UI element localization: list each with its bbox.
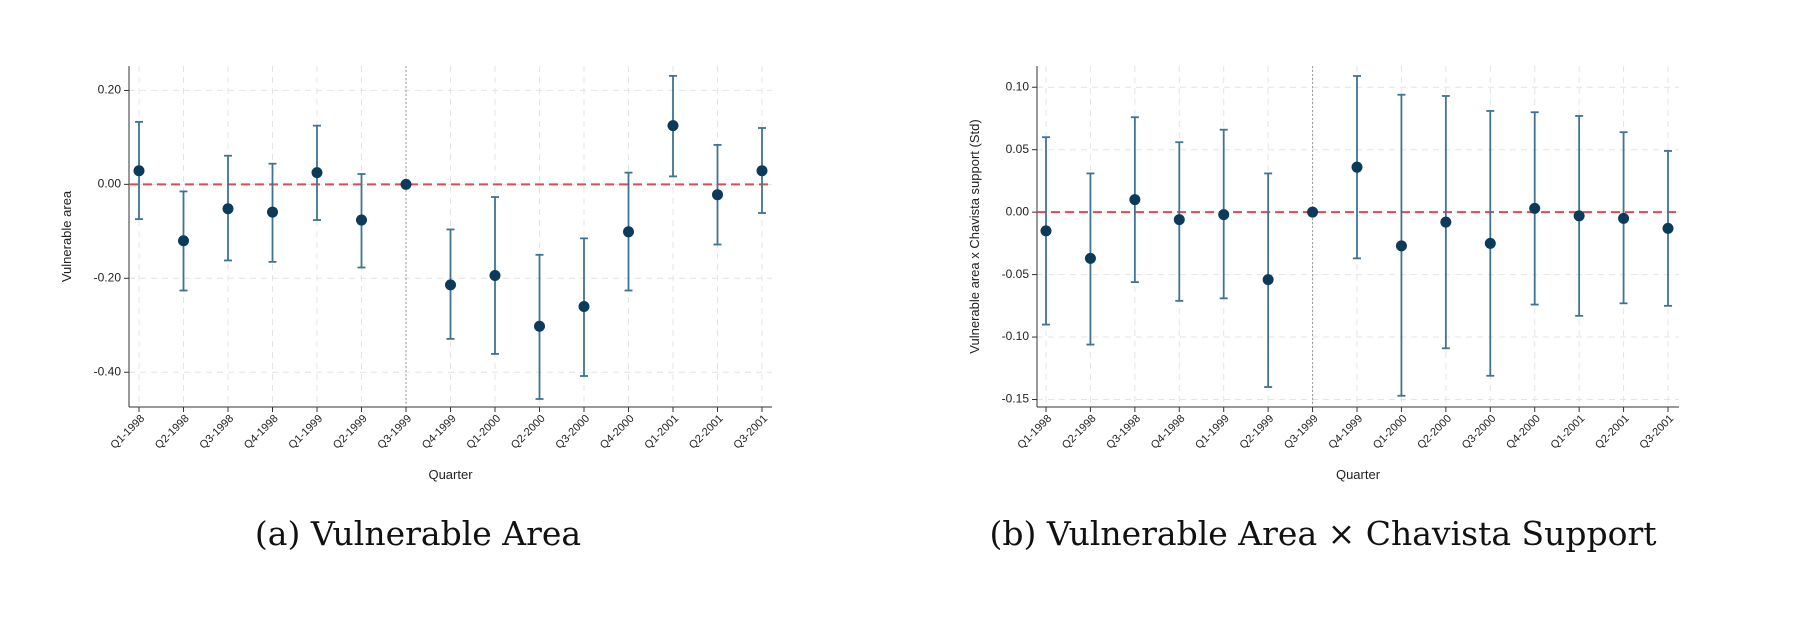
point [1084,252,1096,264]
x-tick-label: Q2-1999 [1238,413,1277,452]
x-tick-label: Q3-1998 [1104,413,1143,452]
x-tick-label: Q1-2001 [642,413,681,452]
x-tick-label: Q2-2000 [509,413,548,452]
x-tick-label: Q1-1998 [1015,413,1054,452]
point [133,165,145,177]
point [1129,194,1141,206]
point [489,269,501,281]
x-tick-label: Q1-1998 [108,413,147,452]
point [311,167,323,179]
point [578,300,590,312]
point [1173,214,1185,226]
y-axis-title: Vulnerable area x Chavista support (Std) [967,119,982,353]
point [1351,161,1363,173]
point [222,203,234,215]
y-tick-label: -0.40 [94,364,122,378]
x-tick-label: Q2-1998 [1060,413,1099,452]
point [667,120,679,132]
x-tick-label: Q4-1998 [242,413,281,452]
x-tick-label: Q3-2001 [731,413,770,452]
x-tick-label: Q4-2000 [598,413,637,452]
x-tick-label: Q1-2000 [464,413,503,452]
point [267,206,278,218]
x-tick-label: Q3-1999 [375,413,414,452]
x-tick-label: Q3-2000 [553,413,592,452]
x-tick-label: Q1-2001 [1549,413,1588,452]
y-axis-title: Vulnerable area [59,190,74,282]
x-tick-label: Q3-2001 [1637,413,1676,452]
x-tick-label: Q2-1999 [331,413,370,452]
point [534,320,545,332]
y-tick-label: 0.00 [1006,204,1030,218]
caption: (a) Vulnerable Area [255,514,581,553]
x-tick-label: Q2-2001 [1593,413,1632,452]
point [1440,216,1452,228]
y-tick-label: -0.05 [1002,267,1030,281]
point [1618,212,1630,224]
y-tick-label: 0.05 [1006,142,1030,156]
y-tick-label: 0.00 [98,177,122,191]
caption: (b) Vulnerable Area × Chavista Support [989,514,1656,553]
x-axis-title: Quarter [1336,467,1381,482]
point [1307,206,1319,218]
x-tick-label: Q2-2001 [687,413,726,452]
point [445,279,456,291]
point [1218,209,1230,221]
point [1662,222,1674,234]
y-tick-label: -0.15 [1002,392,1030,406]
y-tick-label: -0.20 [94,270,122,284]
point [1262,274,1274,286]
x-tick-label: Q2-1998 [153,413,192,452]
x-tick-label: Q3-2000 [1460,413,1499,452]
point [1395,240,1407,252]
point [178,235,189,247]
x-tick-label: Q4-1999 [1326,413,1365,452]
x-tick-label: Q4-1999 [420,413,459,452]
x-tick-label: Q3-1998 [197,413,236,452]
x-tick-label: Q3-1999 [1282,413,1321,452]
point [1573,210,1585,222]
x-tick-label: Q1-2000 [1371,413,1410,452]
point [756,165,768,177]
y-tick-label: -0.10 [1002,329,1030,343]
point [356,214,367,226]
point [1484,237,1496,249]
x-tick-label: Q2-2000 [1415,413,1454,452]
y-tick-label: 0.10 [1006,79,1030,93]
x-tick-label: Q4-2000 [1504,413,1543,452]
x-tick-label: Q1-1999 [286,413,325,452]
point [1040,225,1052,237]
x-axis-title: Quarter [428,467,473,482]
point [712,189,723,201]
point [623,226,634,238]
x-tick-label: Q4-1998 [1149,413,1188,452]
y-tick-label: 0.20 [98,83,122,97]
point [1529,202,1541,214]
point [400,178,412,190]
x-tick-label: Q1-1999 [1193,413,1232,452]
